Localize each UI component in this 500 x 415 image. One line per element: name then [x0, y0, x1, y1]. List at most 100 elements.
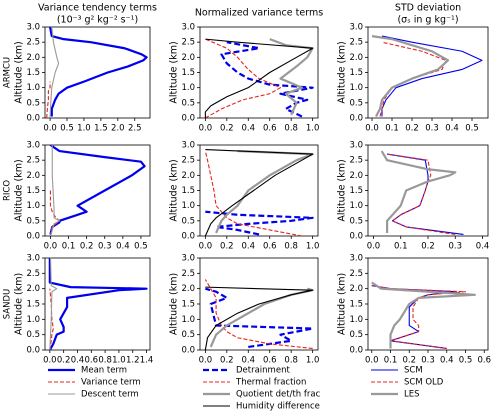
x-tick-label: 0.6: [85, 356, 99, 366]
y-tick-label: 3.0: [349, 254, 363, 264]
y-tick-label: 1.0: [26, 201, 40, 211]
y-tick-label: 3.0: [349, 141, 363, 151]
x-tick-label: 1.0: [306, 356, 320, 366]
y-tick-label: 3.0: [181, 141, 195, 151]
x-tick-label: 2.0: [111, 124, 125, 134]
x-tick-label: 0.0: [199, 242, 213, 252]
x-tick-label: 0.5: [134, 242, 148, 252]
series-line: [204, 279, 313, 350]
x-tick-label: 0.8: [98, 356, 112, 366]
row-label: SANDU: [3, 289, 13, 320]
y-tick-label: 0.5: [26, 330, 40, 340]
column-title: Normalized variance terms: [195, 8, 323, 19]
series-line: [387, 153, 464, 236]
legend-label: SCM OLD: [404, 378, 444, 388]
y-tick-label: 2.0: [26, 171, 40, 181]
x-tick-label: 0.2: [220, 124, 234, 134]
x-tick-label: 1.4: [140, 356, 154, 366]
y-tick-label: 2.5: [26, 156, 40, 166]
y-tick-label: 1.5: [181, 300, 195, 310]
column-title: STD deviation: [395, 3, 461, 14]
y-tick-label: 2.5: [349, 156, 363, 166]
y-tick-label: 0.0: [181, 114, 195, 124]
x-tick-label: 0.0: [199, 124, 213, 134]
x-tick-label: 1.0: [306, 124, 320, 134]
y-tick-label: 2.5: [26, 38, 40, 48]
x-tick-label: 0.3: [98, 242, 112, 252]
series-line: [204, 149, 314, 236]
y-axis-label: Altitude (km): [169, 159, 180, 221]
legend-label: Quotient det/th frac: [236, 390, 321, 400]
plot-frame: [44, 26, 151, 119]
x-tick-label: 0.5: [459, 356, 473, 366]
x-tick-label: 0.3: [421, 356, 435, 366]
y-axis-label: Altitude (km): [169, 41, 180, 103]
series-line: [48, 258, 148, 350]
y-axis-label: Altitude (km): [14, 273, 25, 335]
series-line: [205, 210, 314, 236]
y-tick-label: 3.0: [26, 141, 40, 151]
series-line: [371, 285, 457, 350]
y-tick-label: 0.0: [349, 232, 363, 242]
x-tick-label: 2.5: [128, 124, 142, 134]
series-line: [387, 153, 456, 236]
x-tick-label: 0.0: [365, 356, 379, 366]
y-tick-label: 3.0: [181, 23, 195, 33]
x-tick-label: 1.5: [94, 124, 108, 134]
x-tick-label: 0.2: [405, 124, 419, 134]
y-tick-label: 3.0: [181, 254, 195, 264]
y-tick-label: 0.5: [181, 216, 195, 226]
x-tick-label: 0.6: [263, 242, 277, 252]
series-line: [49, 27, 60, 118]
y-tick-label: 3.0: [26, 254, 40, 264]
y-tick-label: 2.0: [349, 284, 363, 294]
series-line: [381, 35, 483, 117]
x-tick-label: 0.1: [384, 356, 398, 366]
y-tick-label: 2.0: [26, 53, 40, 63]
y-tick-label: 0.5: [349, 216, 363, 226]
y-tick-label: 3.0: [26, 23, 40, 33]
legend-label: Thermal fraction: [235, 378, 306, 388]
y-tick-label: 2.0: [181, 284, 195, 294]
y-tick-label: 1.5: [26, 68, 40, 78]
x-tick-label: 1.0: [306, 242, 320, 252]
x-tick-label: 0.0: [367, 242, 381, 252]
plot-frame: [367, 257, 489, 351]
y-tick-label: 1.0: [26, 83, 40, 93]
x-tick-label: 0.0: [43, 356, 57, 366]
x-tick-label: 0.2: [402, 356, 416, 366]
plot-frame: [44, 144, 151, 237]
column-subtitle: (10⁻³ g² kg⁻² s⁻¹): [57, 15, 138, 26]
y-tick-label: 1.5: [349, 68, 363, 78]
y-axis-label: Altitude (km): [169, 273, 180, 335]
plot-frame: [44, 257, 151, 351]
x-tick-label: 0.4: [71, 356, 85, 366]
y-tick-label: 1.5: [349, 186, 363, 196]
y-axis-label: Altitude (km): [14, 159, 25, 221]
series-line: [49, 145, 61, 236]
series-line: [49, 288, 54, 350]
y-tick-label: 2.5: [349, 269, 363, 279]
x-tick-label: 0.6: [263, 124, 277, 134]
y-axis-label: Altitude (km): [337, 159, 348, 221]
y-tick-label: 1.5: [26, 186, 40, 196]
series-line: [204, 286, 314, 350]
x-tick-label: 0.2: [421, 242, 435, 252]
x-tick-label: 0.1: [62, 242, 76, 252]
y-tick-label: 3.0: [349, 23, 363, 33]
x-tick-label: 0.0: [44, 242, 58, 252]
y-tick-label: 2.5: [181, 156, 195, 166]
series-line: [380, 150, 457, 233]
x-tick-label: 0.2: [220, 242, 234, 252]
y-tick-label: 2.5: [181, 269, 195, 279]
x-tick-label: 0.0: [199, 356, 213, 366]
x-tick-label: 0.1: [394, 242, 408, 252]
x-tick-label: 0.4: [242, 124, 256, 134]
x-tick-label: 0.1: [385, 124, 399, 134]
legend-label: Humidity difference: [236, 402, 320, 412]
y-tick-label: 1.5: [181, 186, 195, 196]
y-tick-label: 0.5: [181, 330, 195, 340]
series-line: [371, 281, 476, 349]
y-tick-label: 0.0: [181, 346, 195, 356]
